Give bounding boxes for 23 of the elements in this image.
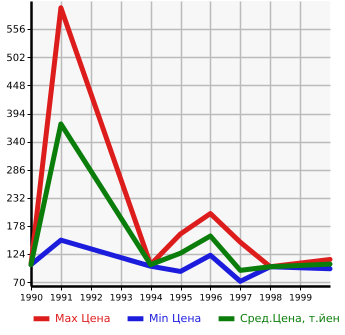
x-tick-label: 1990 [20,294,44,304]
y-tick-label: 502 [6,52,26,64]
y-tick-label: 556 [6,24,26,36]
x-tick-label: 1993 [110,294,133,304]
x-tick-label: 1996 [199,294,223,304]
x-tick-label: 1997 [229,294,252,304]
y-tick-label: 448 [6,80,26,92]
x-tick-label: 1995 [170,294,192,304]
x-tick-label: 1991 [50,294,73,304]
x-tick-label: 1992 [80,294,103,304]
legend-label: Сред.Цена, т.йен [240,312,340,325]
x-tick-label: 1999 [289,294,312,304]
y-tick-label: 70 [12,278,26,289]
y-tick-label: 340 [6,137,26,148]
x-tick-label: 1994 [140,294,163,304]
y-tick-label: 394 [6,109,26,120]
legend-label: Min Цена [149,312,202,325]
x-tick-label: 1998 [259,294,282,304]
y-tick-label: 232 [6,193,26,204]
y-tick-label: 178 [6,222,26,233]
y-tick-label: 286 [6,165,26,176]
legend-label: Max Цена [55,312,110,325]
y-tick-label: 124 [6,250,26,261]
